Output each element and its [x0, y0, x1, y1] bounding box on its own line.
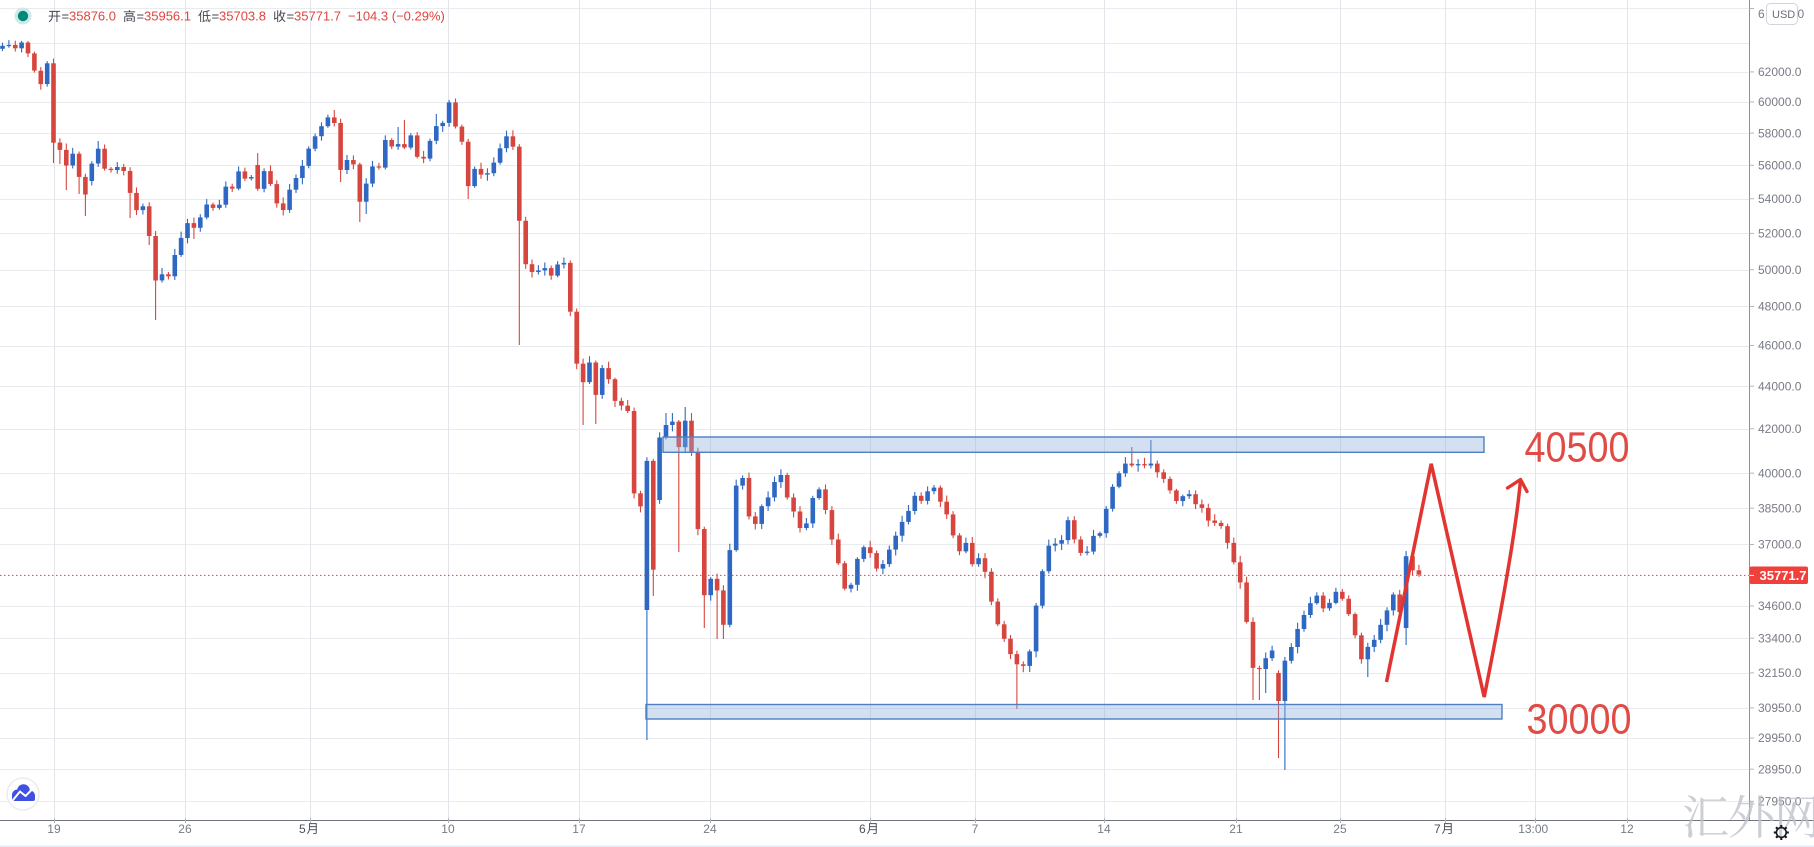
svg-text:33400.0: 33400.0 [1758, 631, 1802, 645]
svg-text:10: 10 [441, 822, 455, 836]
svg-text:35703.8: 35703.8 [219, 9, 266, 24]
svg-text:34600.0: 34600.0 [1758, 599, 1802, 613]
svg-text:60000.0: 60000.0 [1758, 95, 1802, 109]
svg-text:50000.0: 50000.0 [1758, 263, 1802, 277]
svg-text:12: 12 [1620, 822, 1634, 836]
svg-text:40000.0: 40000.0 [1758, 466, 1802, 480]
svg-text:19: 19 [47, 822, 61, 836]
svg-text:35876.0: 35876.0 [69, 9, 116, 24]
svg-text:USD: USD [1772, 9, 1795, 21]
svg-text:35771.7: 35771.7 [294, 9, 341, 24]
svg-text:=: = [287, 9, 295, 24]
svg-text:44000.0: 44000.0 [1758, 379, 1802, 393]
svg-text:30000: 30000 [1527, 697, 1632, 744]
svg-text:35956.1: 35956.1 [144, 9, 191, 24]
svg-text:32150.0: 32150.0 [1758, 666, 1802, 680]
svg-text:=: = [212, 9, 220, 24]
svg-text:7: 7 [1434, 822, 1441, 836]
svg-text:38500.0: 38500.0 [1758, 501, 1802, 515]
svg-text:29950.0: 29950.0 [1758, 731, 1802, 745]
svg-text:=: = [137, 9, 145, 24]
svg-text:40500: 40500 [1525, 425, 1630, 472]
svg-text:−104.3 (−0.29%): −104.3 (−0.29%) [348, 9, 445, 24]
svg-text:56000.0: 56000.0 [1758, 159, 1802, 173]
svg-text:48000.0: 48000.0 [1758, 300, 1802, 314]
svg-text:7: 7 [972, 822, 979, 836]
svg-text:54000.0: 54000.0 [1758, 192, 1802, 206]
svg-text:17: 17 [572, 822, 586, 836]
svg-text:35771.7: 35771.7 [1760, 568, 1807, 583]
svg-text:28950.0: 28950.0 [1758, 762, 1802, 776]
svg-text:=: = [62, 9, 70, 24]
svg-text:37000.0: 37000.0 [1758, 538, 1802, 552]
svg-text:62000.0: 62000.0 [1758, 65, 1802, 79]
svg-text:14: 14 [1097, 822, 1111, 836]
svg-text:58000.0: 58000.0 [1758, 126, 1802, 140]
svg-text:6: 6 [859, 822, 866, 836]
svg-text:26: 26 [178, 822, 192, 836]
svg-text:52000.0: 52000.0 [1758, 227, 1802, 241]
svg-text:30950.0: 30950.0 [1758, 701, 1802, 715]
svg-text:42000.0: 42000.0 [1758, 422, 1802, 436]
svg-text:24: 24 [703, 822, 717, 836]
svg-text:21: 21 [1229, 822, 1243, 836]
svg-text:6: 6 [1758, 7, 1765, 21]
svg-text:46000.0: 46000.0 [1758, 339, 1802, 353]
svg-text:25: 25 [1333, 822, 1347, 836]
svg-text:13:00: 13:00 [1518, 822, 1548, 836]
svg-text:0: 0 [1798, 7, 1805, 21]
svg-text:5: 5 [299, 822, 306, 836]
